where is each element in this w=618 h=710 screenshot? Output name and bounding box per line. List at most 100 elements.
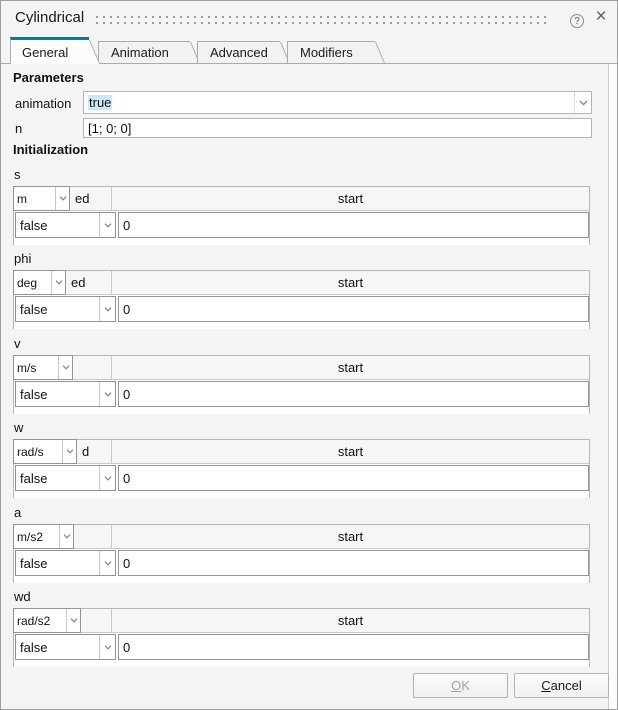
- table-body-row: false: [14, 464, 589, 498]
- column-separator: [111, 525, 112, 548]
- start-input[interactable]: [118, 212, 589, 238]
- ok-button-mnemonic: O: [451, 678, 462, 693]
- unit-dropdown-value: m/s: [17, 360, 37, 375]
- column-separator: [111, 356, 112, 379]
- start-column-header: start: [337, 613, 364, 628]
- group-name-label: s: [14, 167, 21, 182]
- init-table: start m/s false: [13, 355, 590, 414]
- start-input[interactable]: [118, 381, 589, 407]
- group-name-label: a: [14, 505, 22, 520]
- table-body-row: false: [14, 211, 589, 245]
- fixed-dropdown[interactable]: false: [15, 212, 116, 238]
- start-column-header: start: [337, 360, 364, 375]
- n-input[interactable]: [83, 118, 592, 138]
- table-body-row: false: [14, 633, 589, 667]
- table-header-row: d start rad/s: [13, 439, 589, 464]
- cancel-button-label: ancel: [550, 678, 582, 693]
- unit-dropdown[interactable]: m/s2: [13, 524, 74, 549]
- start-column-header: start: [337, 275, 364, 290]
- column-separator: [111, 271, 112, 294]
- chevron-down-icon: [99, 466, 115, 490]
- help-icon[interactable]: ?: [570, 14, 584, 28]
- fixed-dropdown-value: false: [20, 386, 48, 402]
- tab-modifiers-label: Modifiers: [300, 45, 353, 60]
- unit-dropdown[interactable]: m: [13, 186, 70, 211]
- start-input[interactable]: [118, 550, 589, 576]
- chevron-down-icon: [99, 635, 115, 659]
- fixed-dropdown[interactable]: false: [15, 296, 116, 322]
- fixed-header-remnant: ed: [75, 191, 90, 206]
- tab-advanced[interactable]: Advanced: [197, 41, 290, 63]
- group-name-label: wd: [14, 589, 31, 604]
- chevron-down-icon: [99, 382, 115, 406]
- fixed-dropdown[interactable]: false: [15, 381, 116, 407]
- animation-combobox[interactable]: true: [83, 91, 592, 114]
- vertical-scrollbar-track[interactable]: [608, 64, 617, 709]
- animation-label: animation: [15, 96, 72, 111]
- initialization-heading: Initialization: [13, 142, 89, 157]
- unit-dropdown-value: m/s2: [17, 529, 44, 544]
- group-name-label: phi: [14, 251, 32, 266]
- drag-handle-dots: [96, 22, 548, 24]
- table-header-row: start m/s: [13, 355, 589, 380]
- fixed-dropdown-value: false: [20, 470, 48, 486]
- fixed-dropdown[interactable]: false: [15, 465, 116, 491]
- unit-dropdown[interactable]: rad/s2: [13, 608, 81, 633]
- fixed-dropdown-value: false: [20, 217, 48, 233]
- unit-dropdown-value: rad/s2: [17, 613, 51, 628]
- start-input[interactable]: [118, 296, 589, 322]
- unit-dropdown-value: m: [17, 191, 27, 206]
- group-name-label: w: [14, 420, 24, 435]
- tab-slant-edge: [75, 40, 101, 64]
- tab-slant-edge: [361, 42, 385, 63]
- table-header-row: ed start deg: [13, 270, 589, 295]
- tab-advanced-label: Advanced: [210, 45, 268, 60]
- unit-dropdown[interactable]: rad/s: [13, 439, 77, 464]
- fixed-dropdown-value: false: [20, 301, 48, 317]
- parameters-heading: Parameters: [13, 70, 84, 85]
- fixed-dropdown[interactable]: false: [15, 550, 116, 576]
- init-table: ed start m false: [13, 186, 590, 245]
- init-table: start rad/s2 false: [13, 608, 590, 667]
- start-column-header: start: [337, 191, 364, 206]
- chevron-down-icon: [55, 187, 69, 210]
- tab-animation[interactable]: Animation: [98, 41, 200, 63]
- chevron-down-icon: [62, 440, 76, 463]
- tab-modifiers[interactable]: Modifiers: [287, 41, 385, 63]
- unit-dropdown-value: deg: [17, 275, 38, 290]
- table-header-row: ed start m: [13, 186, 589, 211]
- table-body-row: false: [14, 295, 589, 329]
- drag-handle-dots: [96, 16, 548, 18]
- init-table: d start rad/s false: [13, 439, 590, 498]
- start-input[interactable]: [118, 634, 589, 660]
- fixed-dropdown-value: false: [20, 639, 48, 655]
- unit-dropdown[interactable]: m/s: [13, 355, 73, 380]
- tab-pane-border: [1, 63, 617, 64]
- cancel-button-mnemonic: C: [541, 678, 551, 693]
- tab-general[interactable]: General: [10, 37, 101, 64]
- table-header-row: start m/s2: [13, 524, 589, 549]
- chevron-down-icon: [66, 609, 80, 632]
- dialog-title: Cylindrical: [15, 9, 85, 26]
- fixed-dropdown-value: false: [20, 555, 48, 571]
- table-header-row: start rad/s2: [13, 608, 589, 633]
- close-icon[interactable]: ×: [595, 6, 607, 27]
- chevron-down-icon: [99, 551, 115, 575]
- start-column-header: start: [337, 444, 364, 459]
- unit-dropdown[interactable]: deg: [13, 270, 66, 295]
- column-separator: [111, 609, 112, 632]
- chevron-down-icon: [99, 297, 115, 321]
- chevron-down-icon: [574, 92, 591, 113]
- start-column-header: start: [337, 529, 364, 544]
- chevron-down-icon: [51, 271, 65, 294]
- init-table: ed start deg false: [13, 270, 590, 329]
- tab-animation-label: Animation: [111, 45, 169, 60]
- start-input[interactable]: [118, 465, 589, 491]
- fixed-header-remnant: d: [82, 444, 90, 459]
- column-separator: [111, 187, 112, 210]
- init-table: start m/s2 false: [13, 524, 590, 583]
- fixed-dropdown[interactable]: false: [15, 634, 116, 660]
